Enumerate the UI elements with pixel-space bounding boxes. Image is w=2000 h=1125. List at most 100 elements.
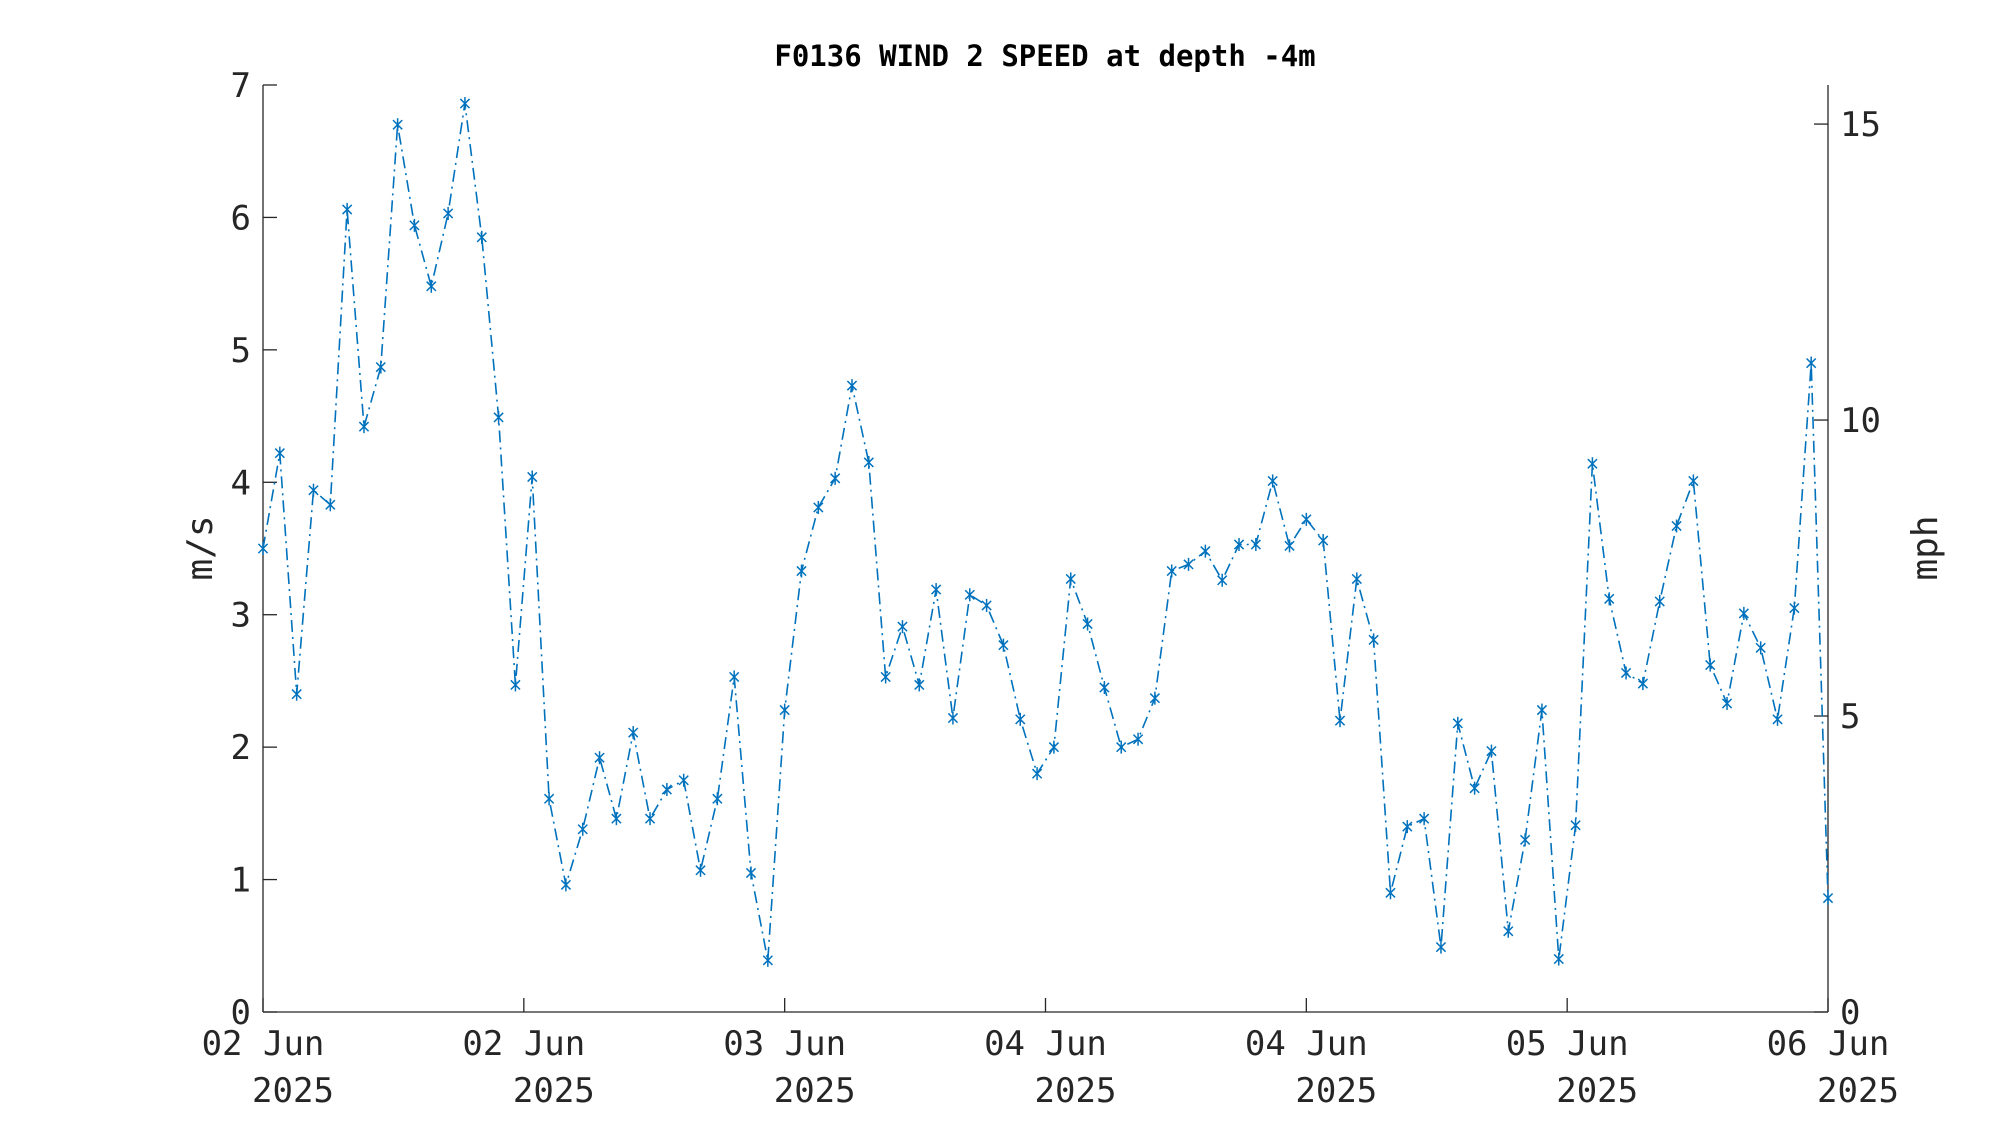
data-point (1267, 474, 1278, 488)
data-point (543, 792, 555, 806)
data-point (1250, 538, 1261, 552)
data-point (1065, 572, 1076, 586)
data-point (712, 792, 723, 806)
data-point (1570, 818, 1581, 832)
data-point (257, 542, 269, 555)
data-point (745, 866, 757, 880)
series-markers (257, 97, 1834, 967)
data-point (342, 202, 353, 216)
data-point (762, 953, 773, 967)
data-point (846, 379, 858, 393)
data-point (695, 863, 706, 877)
data-point (1334, 714, 1346, 728)
x-tick-label-year: 2025 (1035, 1071, 1117, 1111)
data-point (1469, 781, 1480, 795)
data-point (880, 670, 891, 684)
data-point (1688, 474, 1699, 488)
data-point (1318, 534, 1329, 548)
data-point (459, 97, 471, 111)
data-point (1368, 633, 1379, 647)
data-point (914, 678, 925, 692)
data-point (1772, 712, 1783, 726)
data-point (863, 455, 874, 469)
data-point (813, 500, 824, 514)
data-point (392, 118, 403, 132)
data-point (1149, 691, 1161, 705)
data-point (1048, 740, 1060, 754)
data-point (493, 410, 504, 424)
data-point (1132, 732, 1144, 746)
y-tick-label-left: 0 (231, 993, 251, 1033)
data-point (1284, 539, 1295, 553)
data-point (1419, 812, 1430, 826)
y-tick-label-right: 5 (1840, 697, 1860, 737)
data-point (1620, 666, 1632, 680)
y-tick-label-right: 10 (1840, 401, 1881, 441)
x-tick-label-day: 02 Jun (462, 1024, 585, 1064)
data-point (930, 583, 942, 597)
data-point (1587, 457, 1598, 471)
data-point (1301, 512, 1312, 526)
data-point (358, 420, 370, 434)
y-tick-label-left: 7 (231, 66, 251, 106)
data-point (1486, 744, 1497, 758)
axes: 0 1 2 3 4 5 6 7 0 5 10 15 02 Jun 2025 02 Jun 2025 03 Jun… (202, 66, 1899, 1111)
y-axis-label-right: mph (1905, 515, 1946, 580)
data-point (1536, 703, 1548, 717)
x-tick-label-day: 03 Jun (723, 1024, 846, 1064)
data-point (1351, 572, 1362, 586)
data-point (897, 620, 908, 634)
data-point (1637, 677, 1649, 691)
x-tick-label-day: 04 Jun (984, 1024, 1107, 1064)
x-tick-label-year: 2025 (774, 1071, 856, 1111)
data-point (644, 812, 656, 826)
y-axis-label-left: m/s (180, 515, 221, 580)
data-point (1183, 557, 1194, 571)
data-point (1116, 740, 1127, 754)
data-point (1099, 681, 1110, 695)
x-tick-label-year: 2025 (1556, 1071, 1638, 1111)
data-point (476, 230, 487, 244)
x-tick-label-year: 2025 (1817, 1071, 1899, 1111)
data-point (1738, 606, 1749, 620)
data-point (1755, 641, 1766, 655)
data-point (1031, 767, 1043, 781)
plot-area (263, 85, 1828, 1012)
data-point (291, 687, 302, 701)
y-tick-label-right: 15 (1840, 105, 1881, 145)
data-point (1705, 658, 1716, 672)
data-point (1452, 716, 1463, 730)
data-point (611, 812, 622, 826)
data-point (1604, 592, 1615, 606)
data-point (325, 498, 336, 512)
data-point (661, 783, 672, 797)
data-point (442, 206, 454, 220)
y-tick-label-left: 3 (231, 596, 251, 636)
y-tick-label-left: 5 (231, 331, 251, 371)
data-point (998, 638, 1009, 652)
data-point (1671, 519, 1682, 533)
data-point (375, 360, 386, 374)
data-point (1015, 712, 1026, 726)
data-point (981, 598, 992, 612)
x-tick-label-year: 2025 (252, 1071, 334, 1111)
x-tick-label-day: 06 Jun (1767, 1024, 1890, 1064)
data-point (1217, 573, 1228, 587)
data-point (577, 822, 588, 836)
data-point (1082, 617, 1093, 631)
x-tick-label-year: 2025 (1295, 1071, 1377, 1111)
x-tick-label-day: 05 Jun (1506, 1024, 1629, 1064)
data-point (1519, 833, 1531, 847)
y-tick-label-left: 6 (231, 198, 251, 238)
data-point (830, 471, 841, 485)
data-point (729, 670, 740, 684)
data-point (510, 678, 521, 692)
data-point (426, 279, 437, 293)
data-point (947, 711, 959, 725)
data-point (409, 218, 420, 232)
data-point (1402, 820, 1413, 834)
data-point (1806, 356, 1817, 370)
data-point (1435, 940, 1447, 954)
data-point (527, 470, 538, 484)
